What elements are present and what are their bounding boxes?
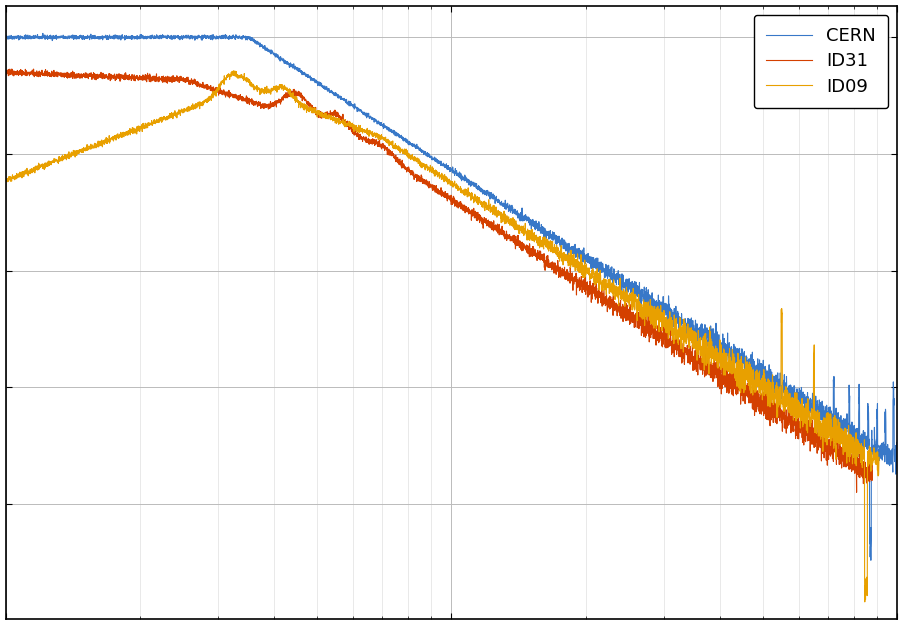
CERN [162,31,173,39]
ID31 [162,72,173,80]
ID09 [665,321,676,329]
ID31 [732,371,743,378]
ID31 [534,249,545,256]
CERN [341,96,352,103]
ID31 [665,342,676,349]
CERN [0,33,11,41]
ID09 [162,114,173,122]
CERN [665,314,676,322]
CERN [580,253,591,260]
ID09 [732,373,743,381]
Line: ID09: ID09 [5,71,878,602]
CERN [37,29,48,37]
Legend: CERN, ID31, ID09: CERN, ID31, ID09 [753,14,888,108]
CERN [864,556,875,564]
Line: ID31: ID31 [5,69,871,493]
ID31 [579,288,590,295]
ID31 [341,123,352,131]
CERN [732,359,743,367]
CERN [535,225,546,232]
ID31 [0,69,11,77]
ID09 [534,233,545,241]
ID09 [579,267,590,274]
CERN [891,464,902,471]
ID09 [341,120,352,127]
Line: CERN: CERN [5,33,897,560]
ID09 [0,178,11,186]
